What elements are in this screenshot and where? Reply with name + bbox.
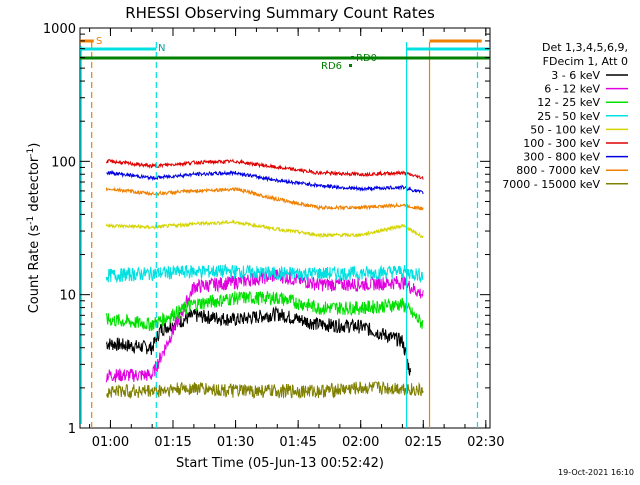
legend-label-4: 50 - 100 keV [530, 123, 600, 136]
series-layer [105, 158, 424, 400]
series-line-5 [105, 158, 424, 180]
series-line-1 [105, 269, 424, 383]
x-tick-label-4: 02:00 [342, 435, 379, 450]
series-line-8 [105, 380, 424, 400]
series-line-2 [105, 291, 424, 332]
legend-label-1: 6 - 12 keV [544, 83, 600, 96]
timestamp: 19-Oct-2021 16:10 [558, 468, 634, 477]
y-label-end: ) [27, 143, 42, 148]
y-tick-label-1: 10 [59, 289, 76, 304]
rd6-label: RD6 [321, 61, 342, 72]
x-tick-label-5: 02:15 [405, 435, 442, 450]
legend-label-7: 800 - 7000 keV [516, 164, 600, 177]
legend-label-8: 7000 - 15000 keV [502, 178, 600, 191]
x-axis-label: Start Time (05-Jun-13 00:52:42) [176, 456, 384, 471]
y-label-sup1: -1 [26, 216, 36, 225]
night-label: N [158, 43, 165, 54]
x-tick-label-0: 01:00 [92, 435, 129, 450]
x-tick-label-1: 01:15 [154, 435, 191, 450]
legend-label-0: 3 - 6 keV [551, 69, 600, 82]
legend-header-2: FDecim 1, Att 0 [543, 55, 628, 68]
rd0-label: RD0 [356, 53, 377, 64]
series-line-4 [105, 219, 424, 239]
x-tick-label-6: 02:30 [467, 435, 504, 450]
overlay-layer: S N RD0 RD6 [80, 36, 490, 428]
y-tick-label-3: 1000 [43, 22, 76, 37]
y-tick-label-2: 100 [51, 155, 76, 170]
series-line-7 [105, 186, 424, 211]
x-tick-label-3: 01:45 [279, 435, 316, 450]
series-line-3 [105, 263, 424, 284]
y-label-sup2: -1 [26, 148, 36, 157]
x-axis-ticks: 01:00 01:15 01:30 01:45 02:00 02:15 02:30 [89, 28, 505, 450]
y-label-mid: detector [27, 156, 42, 216]
rd6-marker [349, 64, 352, 67]
y-label-main: Count Rate (s [27, 225, 42, 314]
series-line-6 [106, 169, 424, 195]
plot-frame [79, 27, 491, 429]
legend-label-6: 300 - 800 keV [523, 151, 600, 164]
y-axis-ticks: 1 10 100 1000 [43, 22, 490, 437]
chart-title: RHESSI Observing Summary Count Rates [125, 4, 435, 22]
x-tick-label-2: 01:30 [217, 435, 254, 450]
series-line-0 [105, 305, 412, 376]
legend-label-3: 25 - 50 keV [537, 110, 600, 123]
y-tick-label-0: 1 [68, 422, 76, 437]
saa-label: S [96, 36, 102, 47]
legend: Det 1,3,4,5,6,9, FDecim 1, Att 0 3 - 6 k… [502, 41, 628, 191]
rd0-marker [351, 56, 354, 59]
legend-label-5: 100 - 300 keV [523, 137, 600, 150]
legend-label-2: 12 - 25 keV [537, 96, 600, 109]
y-axis-label: Count Rate (s-1 detector-1) [26, 143, 42, 314]
legend-header-1: Det 1,3,4,5,6,9, [542, 41, 628, 54]
